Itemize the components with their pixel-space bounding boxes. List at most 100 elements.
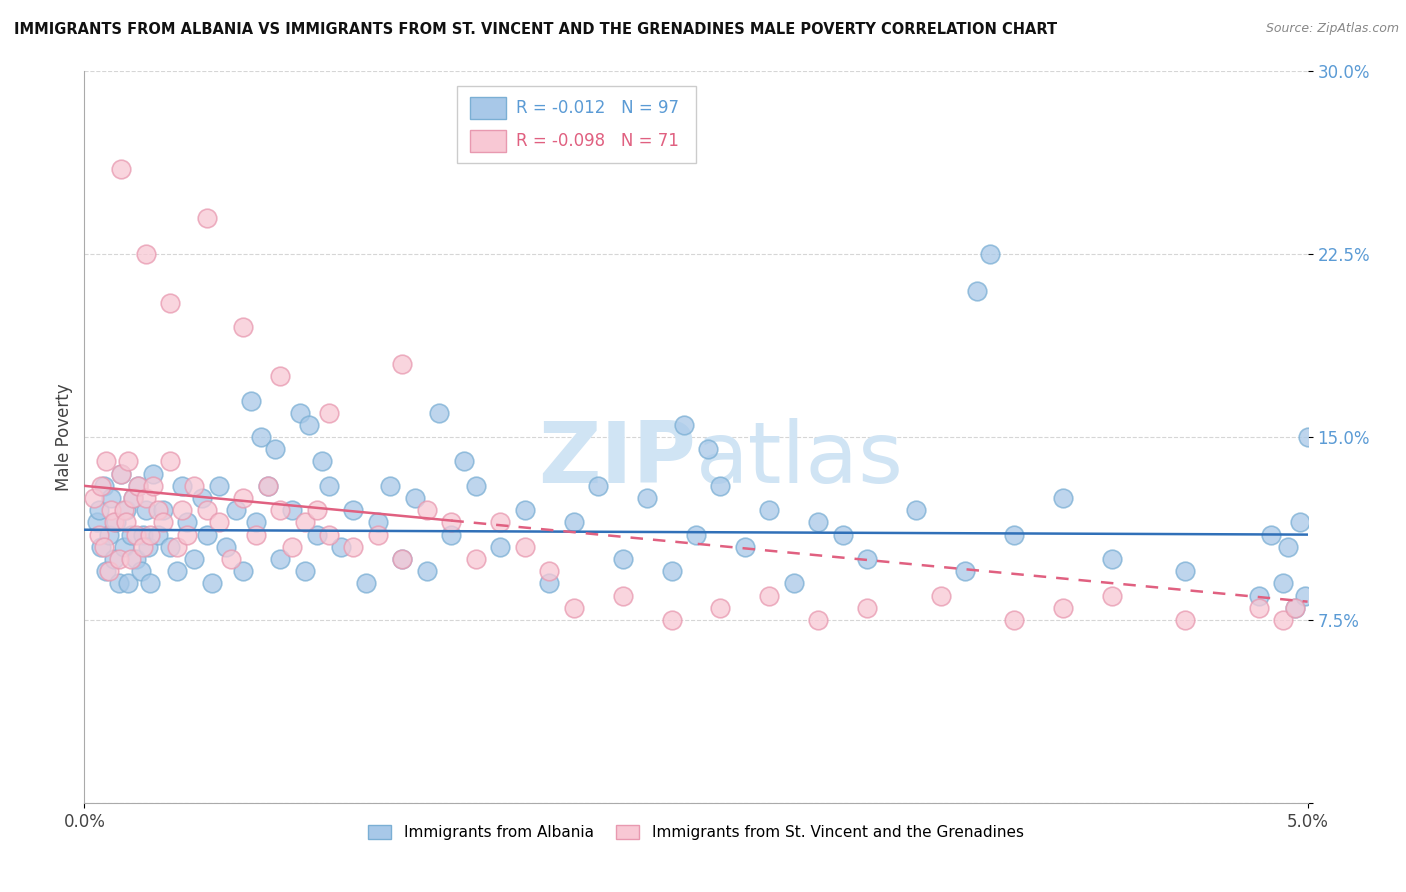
Point	[139, 576, 162, 591]
Point	[281, 503, 304, 517]
Point	[219, 552, 242, 566]
Point	[685, 527, 707, 541]
Point	[1296, 430, 1319, 444]
Point	[117, 576, 139, 591]
Point	[166, 564, 188, 578]
Point	[758, 589, 780, 603]
Point	[257, 479, 280, 493]
Point	[856, 552, 879, 566]
Point	[125, 552, 148, 566]
Point	[464, 552, 486, 566]
Point	[1284, 600, 1306, 615]
Point	[311, 454, 333, 468]
Point	[93, 540, 115, 554]
Point	[440, 527, 463, 541]
Point	[183, 552, 205, 566]
Point	[513, 503, 536, 517]
Point	[176, 527, 198, 541]
Point	[159, 296, 181, 310]
Point	[87, 527, 110, 541]
Point	[90, 540, 112, 554]
Point	[1260, 527, 1282, 541]
Point	[391, 552, 413, 566]
Point	[1247, 600, 1270, 615]
Point	[1284, 600, 1306, 615]
Point	[1294, 589, 1316, 603]
Point	[136, 540, 159, 554]
Point	[672, 417, 695, 432]
Point	[232, 564, 254, 578]
Point	[83, 491, 105, 505]
Point	[107, 576, 129, 591]
Point	[122, 491, 145, 505]
Point	[367, 527, 389, 541]
Point	[1247, 589, 1270, 603]
Point	[1174, 564, 1197, 578]
Point	[142, 479, 165, 493]
Point	[1272, 613, 1295, 627]
Point	[110, 467, 132, 481]
Point	[135, 247, 157, 261]
Point	[107, 552, 129, 566]
Point	[1272, 576, 1295, 591]
Point	[239, 393, 262, 408]
Point	[416, 503, 439, 517]
Point	[103, 552, 125, 566]
Point	[249, 430, 271, 444]
Point	[135, 491, 157, 505]
Point	[966, 284, 988, 298]
Point	[105, 516, 128, 530]
FancyBboxPatch shape	[457, 86, 696, 163]
Point	[269, 369, 291, 384]
Point	[734, 540, 756, 554]
Text: Source: ZipAtlas.com: Source: ZipAtlas.com	[1265, 22, 1399, 36]
Point	[93, 479, 115, 493]
Point	[831, 527, 853, 541]
Point	[783, 576, 806, 591]
Point	[453, 454, 475, 468]
Point	[96, 454, 118, 468]
FancyBboxPatch shape	[470, 97, 506, 119]
Point	[489, 516, 512, 530]
Point	[97, 527, 120, 541]
Point	[269, 503, 291, 517]
Point	[142, 467, 165, 481]
Point	[281, 540, 304, 554]
Point	[115, 516, 138, 530]
Point	[127, 479, 149, 493]
Point	[257, 479, 280, 493]
Point	[129, 564, 152, 578]
Point	[538, 576, 561, 591]
Point	[195, 527, 218, 541]
Point	[120, 552, 142, 566]
Point	[200, 576, 222, 591]
Point	[100, 503, 122, 517]
Point	[367, 516, 389, 530]
Point	[146, 527, 169, 541]
Point	[979, 247, 1001, 261]
Point	[183, 479, 205, 493]
Text: atlas: atlas	[696, 417, 904, 500]
Text: R = -0.012   N = 97: R = -0.012 N = 97	[516, 99, 679, 117]
Point	[269, 552, 291, 566]
Y-axis label: Male Poverty: Male Poverty	[55, 384, 73, 491]
Point	[132, 527, 155, 541]
Point	[264, 442, 287, 457]
Point	[112, 540, 135, 554]
Point	[86, 516, 108, 530]
Point	[513, 540, 536, 554]
Text: IMMIGRANTS FROM ALBANIA VS IMMIGRANTS FROM ST. VINCENT AND THE GRENADINES MALE P: IMMIGRANTS FROM ALBANIA VS IMMIGRANTS FR…	[14, 22, 1057, 37]
Point	[90, 479, 112, 493]
Point	[97, 564, 120, 578]
Point	[96, 564, 118, 578]
Point	[318, 406, 340, 420]
Point	[905, 503, 928, 517]
Point	[354, 576, 377, 591]
Point	[1002, 613, 1025, 627]
Point	[112, 503, 135, 517]
Point	[172, 479, 194, 493]
Point	[1101, 589, 1123, 603]
Point	[120, 527, 142, 541]
Point	[380, 479, 402, 493]
Point	[166, 540, 188, 554]
